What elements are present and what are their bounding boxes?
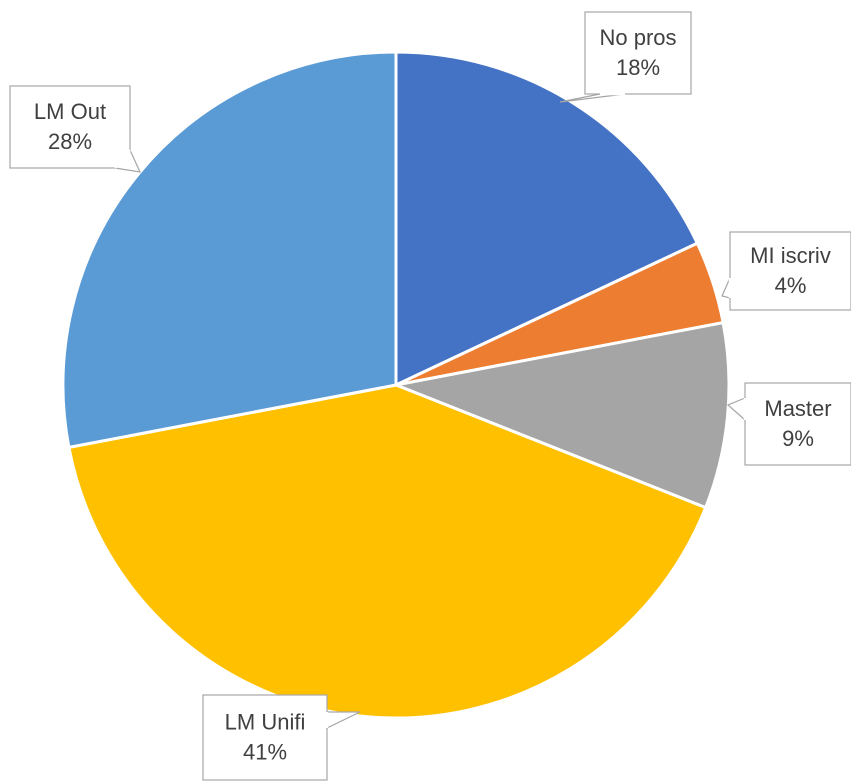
label-box <box>584 11 692 95</box>
category-label: LM Unifi <box>225 709 306 734</box>
category-label: LM Out <box>34 99 106 124</box>
category-label: No pros <box>599 25 676 50</box>
label-box <box>744 382 851 466</box>
value-label: 9% <box>782 426 814 451</box>
pie-slice <box>390 320 731 510</box>
value-label: 41% <box>243 739 287 764</box>
value-label: 18% <box>616 55 660 80</box>
pie-slice <box>394 50 700 388</box>
label-pointer <box>326 711 361 729</box>
value-label: 28% <box>48 129 92 154</box>
label-pointer <box>726 397 746 422</box>
pie-slice <box>67 383 708 720</box>
value-label: 4% <box>775 273 807 298</box>
pointer-cover <box>114 149 131 169</box>
label-box <box>9 85 131 169</box>
category-label: MI iscriv <box>750 243 831 268</box>
category-label: Master <box>764 396 831 421</box>
pie-slice <box>61 50 398 450</box>
label-box <box>729 231 851 311</box>
label-box <box>202 694 328 781</box>
